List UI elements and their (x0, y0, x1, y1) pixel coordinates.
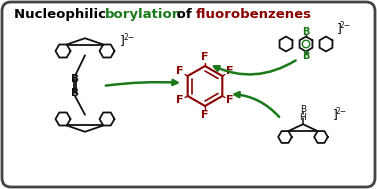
Text: F: F (226, 95, 234, 105)
Text: H: H (300, 113, 307, 122)
Text: B: B (71, 74, 79, 84)
FancyArrowPatch shape (234, 92, 279, 117)
Text: B: B (300, 105, 306, 114)
Text: F: F (176, 67, 184, 77)
Text: 2−: 2− (123, 33, 135, 43)
Text: ]: ] (333, 108, 337, 122)
FancyArrowPatch shape (106, 80, 178, 86)
Text: ]: ] (120, 35, 124, 47)
Text: B: B (302, 51, 310, 61)
Text: fluorobenzenes: fluorobenzenes (196, 8, 312, 21)
Text: 2−: 2− (339, 22, 351, 30)
Text: B: B (71, 88, 79, 98)
Text: F: F (201, 110, 209, 120)
FancyBboxPatch shape (2, 2, 375, 187)
Text: borylation: borylation (105, 8, 182, 21)
Text: Nucleophilic: Nucleophilic (14, 8, 110, 21)
Text: F: F (176, 95, 184, 105)
Text: F: F (226, 67, 234, 77)
Text: of: of (172, 8, 196, 21)
FancyArrowPatch shape (214, 60, 296, 74)
Text: ]: ] (337, 22, 342, 36)
Text: B: B (302, 27, 310, 36)
Text: 2−: 2− (336, 108, 346, 116)
Text: F: F (201, 52, 209, 62)
